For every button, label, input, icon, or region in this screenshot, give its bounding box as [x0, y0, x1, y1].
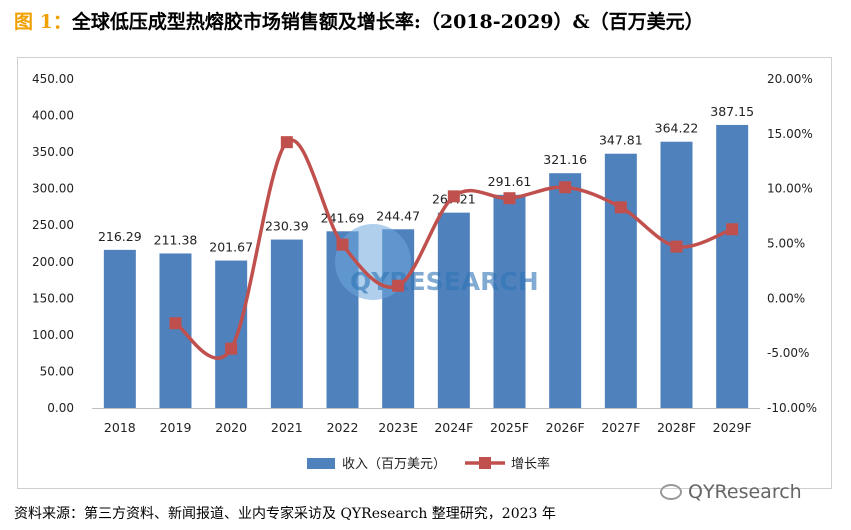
bar-value-label: 244.47 [376, 208, 420, 223]
growth-point [670, 240, 683, 253]
y-left-tick-label: 400.00 [32, 109, 74, 123]
bar-value-label: 291.61 [488, 174, 532, 189]
bar [604, 153, 637, 408]
wechat-icon [660, 484, 682, 500]
growth-point [392, 279, 405, 292]
y-left-tick-label: 150.00 [32, 291, 74, 305]
chart-title: 图 1：全球低压成型热熔胶市场销售额及增长率:（2018-2029）&（百万美元… [14, 7, 704, 34]
y-left-tick-label: 100.00 [32, 328, 74, 342]
x-tick-label: 2029F [713, 420, 752, 435]
growth-point [614, 201, 627, 214]
growth-point [336, 238, 349, 251]
x-tick-label: 2024F [434, 420, 473, 435]
y-left-tick-label: 50.00 [40, 364, 74, 378]
x-tick-label: 2022 [327, 420, 359, 435]
chart-frame [17, 57, 832, 489]
x-tick-label: 2021 [271, 420, 303, 435]
bar-value-label: 211.38 [154, 232, 198, 247]
bar [660, 141, 693, 408]
bar [215, 260, 248, 408]
bar-value-label: 201.67 [209, 240, 253, 255]
y-left-tick-label: 450.00 [32, 72, 74, 86]
legend-line-marker [479, 457, 491, 469]
x-tick-label: 2027F [601, 420, 640, 435]
y-right-tick-label: 0.00% [767, 291, 805, 305]
x-tick-label: 2028F [657, 420, 696, 435]
watermark-globe-icon [335, 224, 411, 300]
growth-point [559, 181, 572, 194]
bar [103, 249, 136, 408]
growth-point [503, 192, 516, 205]
bar-value-label: 216.29 [98, 229, 142, 244]
y-left-tick-label: 200.00 [32, 255, 74, 269]
watermark-text: QYResearch [688, 481, 802, 503]
growth-point [280, 136, 293, 149]
watermark-logo-text: QYRESEARCH [350, 267, 539, 296]
y-left-tick-label: 300.00 [32, 182, 74, 196]
growth-point [225, 342, 238, 355]
x-tick-label: 2018 [104, 420, 136, 435]
bar [270, 239, 303, 408]
x-tick-label: 2025F [490, 420, 529, 435]
bar [159, 253, 192, 408]
bar-value-label: 347.81 [599, 133, 643, 148]
legend-line-label: 增长率 [511, 456, 550, 472]
growth-point [447, 190, 460, 203]
x-tick-label: 2020 [215, 420, 247, 435]
y-left-tick-label: 350.00 [32, 145, 74, 159]
bar [493, 194, 526, 408]
title-text: 全球低压成型热熔胶市场销售额及增长率:（2018-2029）&（百万美元） [71, 11, 704, 33]
growth-point [169, 317, 182, 330]
watermark: QYResearch [660, 481, 802, 503]
y-right-tick-label: 20.00% [767, 72, 813, 86]
x-tick-label: 2023E [378, 420, 418, 435]
bar-value-label: 321.16 [543, 152, 587, 167]
bar [549, 173, 582, 408]
y-right-tick-label: -10.00% [767, 401, 817, 415]
source-note: 资料来源：第三方资料、新闻报道、业内专家采访及 QYResearch 整理研究，… [14, 506, 556, 522]
legend-bar-swatch [307, 458, 335, 469]
y-right-tick-label: 10.00% [767, 182, 813, 196]
y-right-tick-label: 5.00% [767, 237, 805, 251]
y-left-tick-label: 250.00 [32, 218, 74, 232]
bar-value-label: 387.15 [710, 104, 754, 119]
bar-value-label: 364.22 [655, 121, 699, 136]
x-tick-label: 2026F [546, 420, 585, 435]
y-left-tick-label: 0.00 [47, 401, 74, 415]
bar [716, 124, 749, 409]
growth-point [726, 223, 739, 236]
bar-value-label: 230.39 [265, 219, 309, 234]
figure-label: 图 1： [14, 11, 72, 33]
y-right-tick-label: 15.00% [767, 127, 813, 141]
y-right-tick-label: -5.00% [767, 346, 809, 360]
x-tick-label: 2019 [160, 420, 192, 435]
legend-bar-label: 收入（百万美元） [342, 457, 446, 472]
bar [437, 212, 470, 408]
